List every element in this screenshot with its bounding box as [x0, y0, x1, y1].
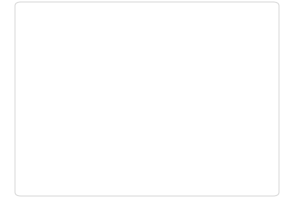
Text: 1.70M: 1.70M — [195, 122, 224, 131]
Circle shape — [28, 140, 76, 183]
Text: $: $ — [48, 157, 56, 167]
Bar — [153, 168, 167, 182]
Bar — [178, 121, 191, 148]
Text: MARGIN OF ERROR: MARGIN OF ERROR — [84, 77, 130, 82]
FancyBboxPatch shape — [75, 53, 141, 116]
Text: TOTAL: TOTAL — [84, 60, 100, 65]
Bar — [153, 117, 167, 168]
Bar — [178, 148, 191, 182]
Text: 3.64M USD: 3.64M USD — [84, 68, 131, 77]
Text: PREDICTED PAYMENTS OVERDUE: PREDICTED PAYMENTS OVERDUE — [85, 110, 161, 115]
Bar — [80, 164, 93, 182]
Text: 633K USD: 633K USD — [85, 117, 120, 122]
Bar — [202, 155, 216, 182]
Text: 1.24M: 1.24M — [121, 135, 150, 144]
Text: 3.64M: 3.64M — [146, 67, 174, 75]
Text: 485K: 485K — [99, 157, 123, 166]
Legend: PAID, CASH FORECAST: PAID, CASH FORECAST — [69, 9, 157, 20]
Text: 💡: 💡 — [246, 71, 253, 82]
Text: 3.07M USD - 3.72M USD: 3.07M USD - 3.72M USD — [84, 85, 169, 90]
Text: 1.41M USD: 1.41M USD — [85, 132, 124, 137]
Bar — [104, 168, 118, 182]
Text: 638K: 638K — [74, 152, 98, 162]
Circle shape — [228, 58, 271, 95]
Circle shape — [37, 148, 67, 175]
Text: 900M USD: 900M USD — [85, 102, 121, 107]
Title: Payment evolution and cash forecast: Payment evolution and cash forecast — [38, 12, 257, 25]
Bar — [202, 133, 216, 155]
Text: PREDICTED SALES: PREDICTED SALES — [85, 95, 127, 100]
Bar — [129, 147, 142, 182]
Text: 2.12M: 2.12M — [170, 110, 199, 119]
Text: PREDICTED PAYMENTS ON TIME: PREDICTED PAYMENTS ON TIME — [85, 125, 158, 130]
Bar — [153, 78, 167, 117]
